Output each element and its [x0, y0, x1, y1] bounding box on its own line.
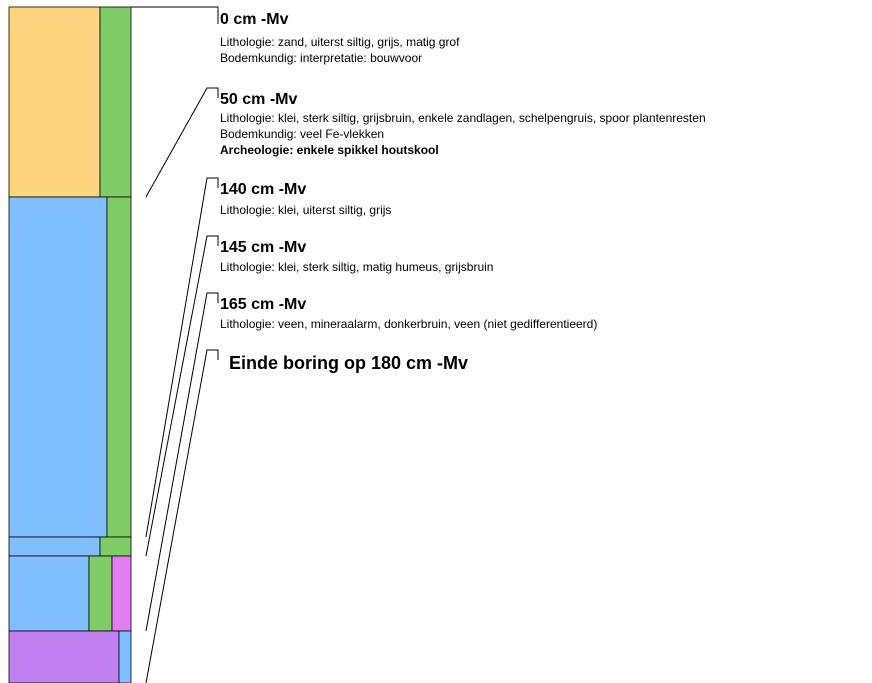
- layer-peat: [8, 630, 120, 683]
- depth-label: 50 cm -Mv: [220, 91, 297, 108]
- description: Lithologie: zand, uiterst siltig, grijs,…: [220, 35, 460, 49]
- connector: [131, 6, 219, 24]
- column: [8, 6, 132, 683]
- description: Archeologie: enkele spikkel houtskool: [220, 143, 439, 157]
- description: Lithologie: klei, sterk siltig, grijsbru…: [220, 111, 706, 125]
- layer-peat: [111, 555, 132, 632]
- connector: [145, 235, 219, 557]
- depth-label: 140 cm -Mv: [220, 181, 306, 198]
- connector: [145, 292, 219, 632]
- descriptions: 0 cm -Mv Lithologie: zand, uiterst silti…: [220, 11, 706, 373]
- layer-soil: [88, 555, 113, 632]
- depth-label: 165 cm -Mv: [220, 296, 306, 313]
- description: Bodemkundig: veel Fe-vlekken: [220, 127, 384, 141]
- description: Lithologie: veen, mineraalarm, donkerbru…: [220, 317, 597, 331]
- layer-clay: [8, 555, 90, 632]
- layer-soil: [106, 196, 132, 538]
- layer-sand: [8, 6, 101, 198]
- description: Lithologie: klei, uiterst siltig, grijs: [220, 203, 391, 217]
- description: Bodemkundig: interpretatie: bouwvoor: [220, 51, 422, 65]
- connectors: [131, 6, 219, 683]
- layer-soil: [99, 6, 132, 198]
- depth-label: 0 cm -Mv: [220, 11, 289, 28]
- layer-clay: [118, 630, 132, 683]
- depth-label: 145 cm -Mv: [220, 239, 306, 256]
- end-label: Einde boring op 180 cm -Mv: [229, 353, 468, 373]
- layer-soil: [99, 536, 132, 557]
- connector: [145, 87, 219, 198]
- connector: [145, 349, 219, 683]
- description: Lithologie: klei, sterk siltig, matig hu…: [220, 260, 493, 274]
- layer-clay: [8, 196, 108, 538]
- connector: [145, 177, 219, 538]
- layer-clay: [8, 536, 101, 557]
